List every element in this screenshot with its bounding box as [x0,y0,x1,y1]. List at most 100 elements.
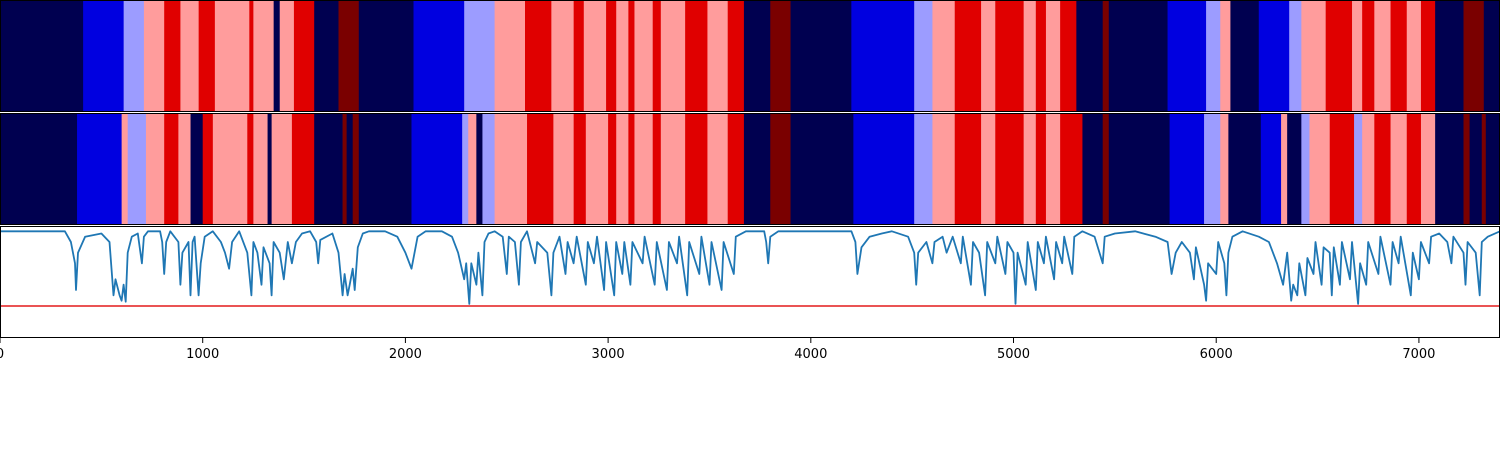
heatmap-segment-row1-75 [1485,113,1500,225]
heatmap-segment-row0-27 [652,0,662,112]
heatmap-segment-row0-15 [358,0,414,112]
heatmap-segment-row0-61 [1420,0,1436,112]
heatmap-segment-row1-15 [314,113,343,225]
heatmap-segment-row1-47 [995,113,1025,225]
heatmap-segment-row1-73 [1469,113,1483,225]
line-plot-panel [0,226,1500,338]
x-tick-label-0: 0 [0,347,4,362]
heatmap-segment-row1-64 [1329,113,1355,225]
heatmap-segment-row1-25 [494,113,528,225]
heatmap-segment-row0-48 [1167,0,1207,112]
heatmap-segment-row0-53 [1289,0,1302,112]
heatmap-segment-row1-35 [660,113,686,225]
heatmap-segment-row1-44 [932,113,956,225]
heatmap-segment-row1-23 [476,113,483,225]
heatmap-segment-row0-3 [143,0,165,112]
heatmap-segment-row0-10 [273,0,281,112]
heatmap-segment-row0-34 [790,0,852,112]
heatmap-segment-row1-32 [628,113,635,225]
heatmap-segment-row1-36 [685,113,708,225]
x-tick-label-6: 6000 [1200,347,1233,362]
heatmap-segment-row0-57 [1362,0,1375,112]
heatmap-segment-row1-5 [164,113,179,225]
heatmap-segment-row1-72 [1463,113,1470,225]
heatmap-segment-row0-4 [164,0,181,112]
heatmap-segment-row1-67 [1374,113,1391,225]
heatmap-segment-row1-13 [271,113,293,225]
heatmap-segment-row0-40 [995,0,1025,112]
heatmap-segment-row0-33 [770,0,791,112]
heatmap-segment-row0-43 [1045,0,1061,112]
heatmap-segment-row1-43 [914,113,933,225]
heatmap-segment-row1-20 [411,113,463,225]
heatmap-segment-row1-17 [346,113,354,225]
heatmap-segment-row0-29 [685,0,708,112]
line-panel-background [0,226,1500,338]
heatmap-row-middle [0,113,1500,225]
heatmap-segment-row0-51 [1230,0,1260,112]
heatmap-segment-row1-39 [743,113,771,225]
heatmap-segment-row1-54 [1108,113,1170,225]
heatmap-segment-row1-0 [0,113,78,225]
heatmap-segment-row1-21 [462,113,469,225]
heatmap-segment-row1-12 [267,113,273,225]
x-tick-label-1: 1000 [186,347,219,362]
heatmap-segment-row1-29 [585,113,609,225]
heatmap-segment-row1-51 [1060,113,1083,225]
heatmap-segment-row0-11 [279,0,295,112]
x-tick-label-3: 3000 [592,347,625,362]
heatmap-segment-row1-68 [1390,113,1408,225]
heatmap-segment-row1-7 [190,113,204,225]
heatmap-segment-row1-66 [1362,113,1375,225]
heatmap-segment-row1-38 [727,113,745,225]
heatmap-segment-row1-60 [1281,113,1288,225]
heatmap-segment-row1-26 [527,113,554,225]
heatmap-segment-row1-18 [352,113,360,225]
heatmap-segment-row0-19 [525,0,552,112]
heatmap-segment-row0-35 [851,0,915,112]
heatmap-segment-row0-0 [0,0,84,112]
heatmap-segment-row1-48 [1023,113,1037,225]
heatmap-segment-row1-4 [145,113,165,225]
heatmap-segment-row0-62 [1435,0,1464,112]
heatmap-segment-row1-9 [212,113,248,225]
heatmap-segment-row0-5 [180,0,200,112]
heatmap-segment-row0-26 [634,0,654,112]
heatmap-segment-row0-25 [628,0,635,112]
heatmap-segment-row0-17 [464,0,495,112]
heatmap-segment-row0-9 [253,0,275,112]
heatmap-segment-row1-62 [1301,113,1310,225]
heatmap-segment-row1-55 [1169,113,1205,225]
x-tick-label-7: 7000 [1402,347,1435,362]
heatmap-segment-row1-22 [468,113,477,225]
heatmap-segment-row0-41 [1023,0,1037,112]
heatmap-segment-row0-1 [83,0,125,112]
heatmap-segment-row1-65 [1354,113,1363,225]
heatmap-segment-row0-36 [914,0,933,112]
heatmap-segment-row0-45 [1076,0,1104,112]
heatmap-segment-row0-7 [214,0,250,112]
heatmap-segment-row0-49 [1206,0,1221,112]
heatmap-segment-row1-14 [291,113,315,225]
heatmap-segment-row1-28 [573,113,587,225]
heatmap-segment-row0-18 [494,0,526,112]
heatmap-segment-row0-12 [293,0,315,112]
heatmap-segment-row1-69 [1406,113,1422,225]
heatmap-segment-row0-32 [743,0,771,112]
heatmap-segment-row1-61 [1287,113,1302,225]
heatmap-segment-row0-60 [1406,0,1422,112]
heatmap-segment-row1-57 [1220,113,1229,225]
heatmap-segment-row0-28 [660,0,686,112]
x-axis-ticks: 0 1000 2000 3000 4000 5000 6000 7000 [0,338,1435,362]
heatmap-segment-row0-52 [1258,0,1290,112]
heatmap-segment-row1-27 [553,113,575,225]
heatmap-segment-row0-22 [583,0,607,112]
heatmap-segment-row1-41 [790,113,854,225]
heatmap-segment-row0-38 [954,0,982,112]
heatmap-segment-row1-8 [202,113,214,225]
heatmap-segment-row0-37 [932,0,956,112]
heatmap-segment-row1-49 [1035,113,1047,225]
x-tick-label-4: 4000 [794,347,827,362]
heatmap-segment-row1-45 [954,113,982,225]
